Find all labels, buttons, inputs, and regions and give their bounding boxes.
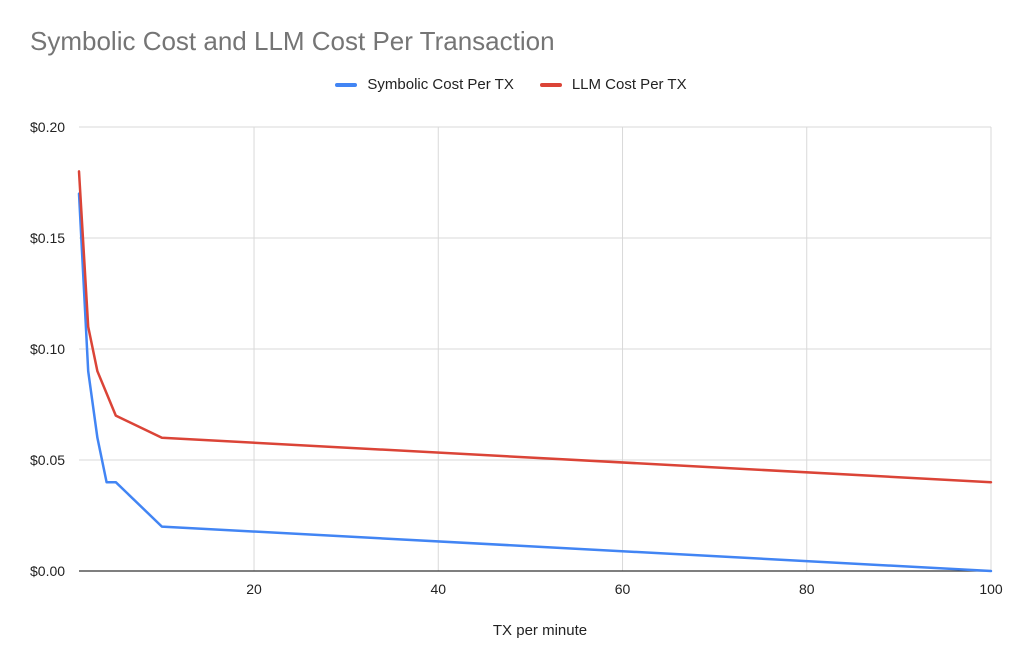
y-tick-label: $0.05 <box>30 452 65 468</box>
legend-label-symbolic: Symbolic Cost Per TX <box>367 76 514 93</box>
y-tick-label: $0.15 <box>30 230 65 246</box>
legend-item-symbolic[interactable]: Symbolic Cost Per TX <box>335 76 514 93</box>
chart-title: Symbolic Cost and LLM Cost Per Transacti… <box>30 26 555 56</box>
symbolic-cost-line <box>77 192 993 573</box>
y-tick-label: $0.20 <box>30 119 65 135</box>
legend-label-llm: LLM Cost Per TX <box>571 76 687 93</box>
x-tick-label: 80 <box>799 581 815 597</box>
x-tick-label: 40 <box>430 581 446 597</box>
llm-cost-line <box>77 170 993 484</box>
legend-swatch-symbolic <box>335 82 358 87</box>
y-tick-label: $0.10 <box>30 341 65 357</box>
legend-swatch-llm <box>539 82 562 87</box>
y-tick-label: $0.00 <box>30 563 65 579</box>
x-tick-label: 100 <box>979 581 1003 597</box>
x-tick-label: 20 <box>246 581 262 597</box>
x-tick-label: 60 <box>615 581 631 597</box>
legend-item-llm[interactable]: LLM Cost Per TX <box>539 76 687 93</box>
legend: Symbolic Cost Per TX LLM Cost Per TX <box>0 76 1022 93</box>
x-axis-label: TX per minute <box>492 622 588 639</box>
